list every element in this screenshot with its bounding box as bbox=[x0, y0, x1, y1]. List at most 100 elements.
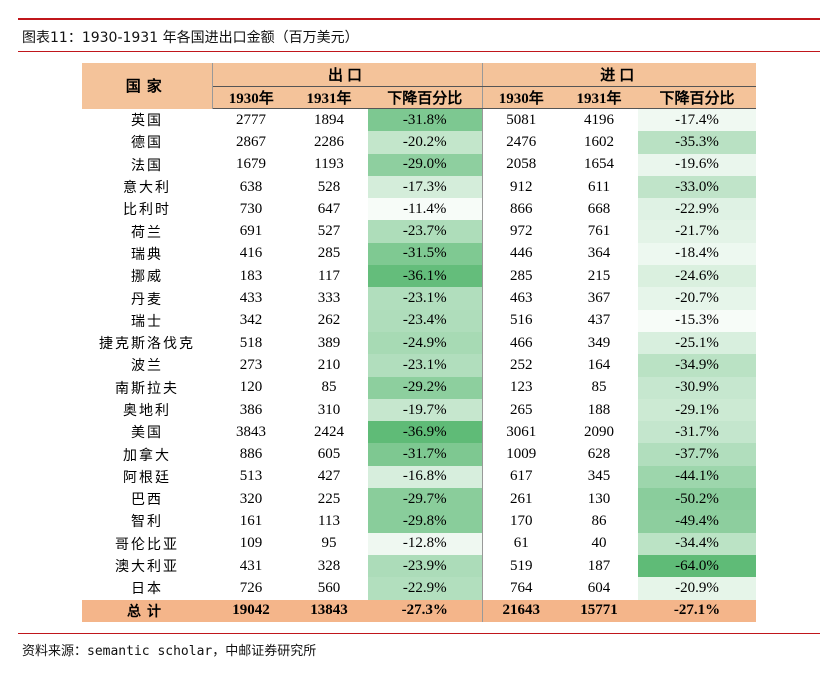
total-export-1930-cell: 19042 bbox=[212, 599, 290, 622]
import-1930-cell: 466 bbox=[510, 334, 533, 351]
bottom-rule bbox=[18, 633, 820, 634]
import-1930-cell: 123 bbox=[510, 379, 533, 396]
table-row: 哥伦比亚 109 95 -12.8% 61 40 -34.4% bbox=[82, 532, 757, 555]
import-1931-header: 1931年 bbox=[560, 86, 639, 109]
total-import-1930-cell: 21643 bbox=[482, 599, 561, 622]
table-row: 英国 2777 1894 -31.8% 5081 4196 -17.4% bbox=[82, 108, 757, 132]
export-1930-cell: 386 bbox=[239, 401, 263, 418]
table-row: 法国 1679 1193 -29.0% 2058 1654 -19.6% bbox=[82, 153, 757, 176]
export-decline-cell: -22.9% bbox=[368, 577, 483, 600]
table-row: 澳大利亚 431 328 -23.9% 519 187 -64.0% bbox=[82, 554, 757, 578]
export-1931-cell: 262 bbox=[317, 312, 341, 329]
import-1930-cell: 866 bbox=[510, 200, 533, 217]
export-1931-cell: 328 bbox=[317, 557, 341, 574]
export-1930-cell: 109 bbox=[239, 535, 263, 552]
export-1930-header: 1930年 bbox=[212, 86, 290, 109]
import-1931-cell: 349 bbox=[587, 334, 611, 351]
table-row: 瑞典 416 285 -31.5% 446 364 -18.4% bbox=[82, 242, 757, 266]
country-cell: 南斯拉夫 bbox=[115, 380, 179, 397]
export-1930-cell: 342 bbox=[239, 312, 263, 329]
import-decline-cell: -29.1% bbox=[638, 398, 757, 422]
import-1930-cell: 3061 bbox=[506, 423, 537, 440]
export-decline-cell: -31.7% bbox=[368, 443, 483, 466]
top-rule bbox=[18, 18, 820, 20]
total-import-decline-cell: -27.1% bbox=[638, 599, 757, 622]
import-decline-cell: -19.6% bbox=[638, 153, 757, 176]
export-1930-cell: 416 bbox=[239, 245, 263, 262]
table-row: 加拿大 886 605 -31.7% 1009 628 -37.7% bbox=[82, 443, 757, 466]
export-1930-cell: 730 bbox=[239, 200, 263, 217]
import-decline-cell: -34.9% bbox=[638, 354, 757, 377]
table-row: 比利时 730 647 -11.4% 866 668 -22.9% bbox=[82, 198, 757, 221]
table-row: 捷克斯洛伐克 518 389 -24.9% 466 349 -25.1% bbox=[82, 331, 757, 355]
import-1931-cell: 188 bbox=[587, 401, 611, 418]
import-decline-cell: -33.0% bbox=[638, 175, 757, 199]
import-1931-cell: 345 bbox=[587, 468, 611, 485]
export-1930-cell: 273 bbox=[239, 356, 263, 373]
table-row: 波兰 273 210 -23.1% 252 164 -34.9% bbox=[82, 354, 757, 377]
header-row-years: 1930年 1931年 下降百分比 1930年 1931年 下降百分比 bbox=[82, 86, 757, 109]
import-decline-cell: -37.7% bbox=[638, 443, 757, 466]
export-decline-cell: -31.8% bbox=[368, 108, 483, 132]
import-1931-cell: 668 bbox=[587, 200, 611, 217]
export-1931-cell: 527 bbox=[317, 223, 341, 240]
table-row: 智利 161 113 -29.8% 170 86 -49.4% bbox=[82, 510, 757, 533]
export-1931-cell: 117 bbox=[318, 267, 340, 284]
country-cell: 波兰 bbox=[131, 358, 163, 375]
export-1931-cell: 113 bbox=[318, 512, 340, 529]
import-header: 进口 bbox=[482, 63, 757, 87]
table-row: 美国 3843 2424 -36.9% 3061 2090 -31.7% bbox=[82, 421, 757, 444]
header-row-groups: 国家 出口 进口 bbox=[82, 63, 757, 109]
export-decline-cell: -24.9% bbox=[368, 331, 483, 355]
import-1931-cell: 604 bbox=[587, 579, 611, 596]
export-decline-cell: -36.9% bbox=[368, 421, 483, 444]
import-decline-cell: -31.7% bbox=[638, 421, 757, 444]
import-1930-cell: 252 bbox=[510, 356, 533, 373]
country-cell: 美国 bbox=[131, 425, 163, 442]
import-decline-header: 下降百分比 bbox=[638, 86, 757, 109]
import-1931-cell: 215 bbox=[587, 267, 611, 284]
country-cell: 智利 bbox=[131, 514, 163, 531]
export-1931-cell: 528 bbox=[317, 178, 341, 195]
import-1930-cell: 2476 bbox=[506, 133, 537, 150]
export-1931-cell: 210 bbox=[317, 356, 341, 373]
export-1931-cell: 225 bbox=[317, 490, 341, 507]
export-decline-cell: -17.3% bbox=[368, 175, 483, 199]
export-1931-cell: 310 bbox=[317, 401, 341, 418]
total-export-1931-cell: 13843 bbox=[290, 599, 368, 622]
total-row: 总计 19042 13843 -27.3% 21643 15771 -27.1% bbox=[82, 599, 757, 622]
export-decline-cell: -36.1% bbox=[368, 265, 483, 288]
export-1930-cell: 691 bbox=[239, 223, 263, 240]
import-1930-cell: 265 bbox=[510, 401, 533, 418]
export-1931-cell: 95 bbox=[321, 535, 337, 552]
table-row: 瑞士 342 262 -23.4% 516 437 -15.3% bbox=[82, 309, 757, 332]
import-decline-cell: -49.4% bbox=[638, 510, 757, 533]
total-import-1931-cell: 15771 bbox=[560, 599, 639, 622]
export-decline-cell: -23.1% bbox=[368, 287, 483, 310]
export-1930-cell: 638 bbox=[239, 178, 263, 195]
import-1931-cell: 611 bbox=[588, 178, 610, 195]
export-decline-cell: -29.7% bbox=[368, 488, 483, 511]
export-1930-cell: 2777 bbox=[236, 111, 266, 128]
export-1931-cell: 1894 bbox=[314, 111, 344, 128]
table-row: 意大利 638 528 -17.3% 912 611 -33.0% bbox=[82, 175, 757, 199]
import-1930-cell: 5081 bbox=[506, 111, 537, 128]
import-1930-cell: 170 bbox=[510, 512, 533, 529]
export-1930-cell: 2867 bbox=[236, 133, 266, 150]
import-1930-cell: 61 bbox=[513, 535, 529, 552]
import-decline-cell: -64.0% bbox=[638, 554, 757, 578]
export-1931-cell: 2424 bbox=[314, 423, 344, 440]
export-decline-cell: -23.4% bbox=[368, 309, 483, 332]
export-1930-cell: 886 bbox=[239, 446, 263, 463]
country-cell: 瑞典 bbox=[131, 246, 163, 263]
import-1930-cell: 1009 bbox=[506, 446, 537, 463]
country-cell: 挪威 bbox=[131, 269, 163, 286]
import-1930-cell: 912 bbox=[510, 178, 533, 195]
import-1931-cell: 164 bbox=[587, 356, 611, 373]
table-row: 南斯拉夫 120 85 -29.2% 123 85 -30.9% bbox=[82, 376, 757, 399]
import-decline-cell: -44.1% bbox=[638, 465, 757, 489]
export-1931-cell: 389 bbox=[317, 334, 341, 351]
import-1930-cell: 261 bbox=[510, 490, 533, 507]
export-1930-cell: 183 bbox=[239, 267, 263, 284]
export-1930-cell: 3843 bbox=[236, 423, 266, 440]
